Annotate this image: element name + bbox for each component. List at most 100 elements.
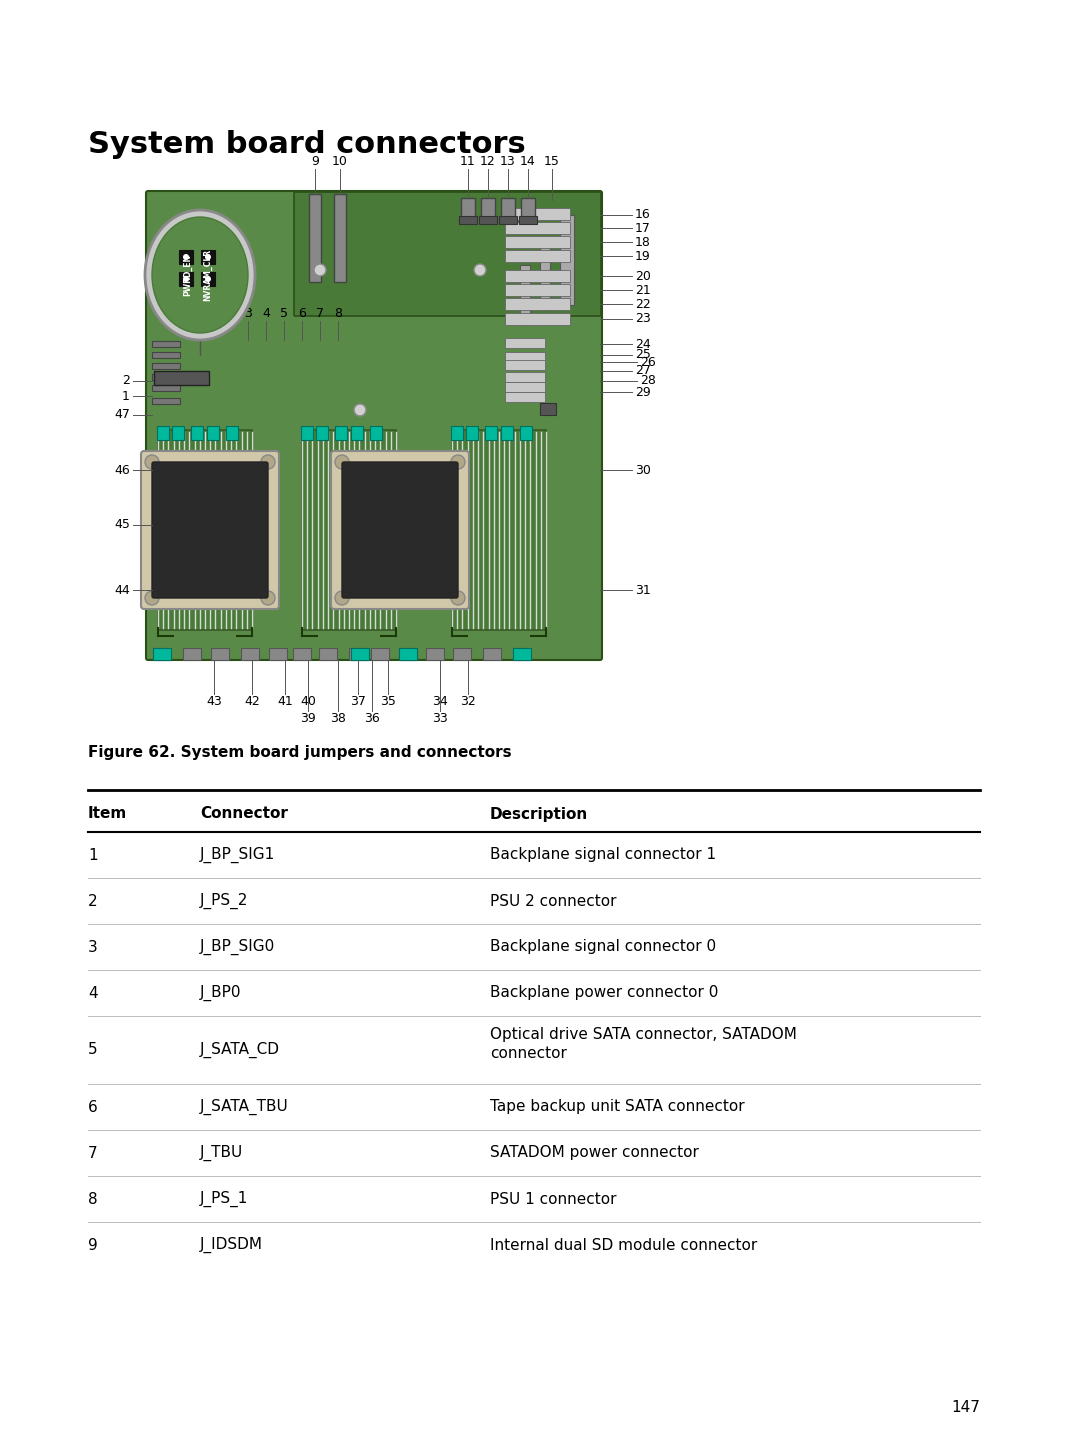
Text: Item: Item [87, 806, 127, 822]
Bar [351, 426, 363, 440]
Text: Internal dual SD module connector: Internal dual SD module connector [490, 1238, 757, 1252]
Bar [201, 250, 215, 264]
FancyBboxPatch shape [294, 192, 600, 315]
Circle shape [205, 275, 211, 282]
Bar [269, 648, 287, 660]
Bar [152, 351, 180, 358]
FancyBboxPatch shape [152, 462, 268, 598]
Text: Description: Description [490, 806, 589, 822]
Circle shape [183, 254, 189, 260]
Bar [172, 426, 184, 440]
Bar [505, 237, 570, 248]
Text: 6: 6 [87, 1100, 98, 1114]
Text: 4: 4 [87, 985, 97, 1001]
Text: 27: 27 [635, 364, 651, 377]
Text: 26: 26 [640, 356, 656, 369]
Bar [453, 430, 546, 630]
Bar [226, 426, 238, 440]
Text: 8: 8 [87, 1192, 97, 1206]
Text: 2: 2 [122, 374, 130, 387]
Text: Optical drive SATA connector, SATADOM: Optical drive SATA connector, SATADOM [490, 1027, 797, 1041]
Text: J_SATA_TBU: J_SATA_TBU [200, 1098, 288, 1116]
Text: 38: 38 [330, 713, 346, 726]
Text: 3: 3 [87, 939, 98, 955]
Bar [501, 426, 513, 440]
Text: 45: 45 [114, 519, 130, 532]
Bar [301, 426, 313, 440]
Bar [505, 381, 545, 391]
Bar [499, 217, 517, 224]
Text: 13: 13 [500, 155, 516, 168]
Text: 5: 5 [280, 307, 288, 320]
Text: 4: 4 [262, 307, 270, 320]
Text: 28: 28 [640, 374, 656, 387]
Text: System board connectors: System board connectors [87, 130, 526, 159]
Bar [179, 272, 193, 285]
Circle shape [183, 275, 189, 282]
Bar [153, 648, 171, 660]
Bar [152, 399, 180, 404]
Text: 147: 147 [951, 1400, 980, 1415]
Text: J_IDSDM: J_IDSDM [200, 1238, 264, 1253]
Bar [513, 648, 531, 660]
Bar [505, 270, 570, 282]
Text: 17: 17 [635, 221, 651, 235]
Bar [453, 648, 471, 660]
Bar [505, 351, 545, 361]
Bar [207, 426, 219, 440]
Bar [505, 338, 545, 348]
Bar [505, 391, 545, 402]
Text: Connector: Connector [200, 806, 288, 822]
Bar [334, 194, 346, 282]
Bar [211, 648, 229, 660]
Circle shape [451, 455, 465, 469]
Text: 24: 24 [635, 337, 651, 350]
Bar [157, 426, 168, 440]
Bar [483, 648, 501, 660]
Text: 30: 30 [635, 463, 651, 476]
Text: J_SATA_CD: J_SATA_CD [200, 1043, 280, 1058]
Bar [201, 272, 215, 285]
Bar [370, 426, 382, 440]
Text: 10: 10 [332, 155, 348, 168]
Text: 18: 18 [635, 235, 651, 248]
Bar [519, 426, 532, 440]
Text: 6: 6 [298, 307, 306, 320]
Text: 1: 1 [87, 847, 97, 862]
Bar [519, 265, 530, 326]
Circle shape [261, 591, 275, 605]
Text: 1: 1 [122, 390, 130, 403]
Bar [501, 198, 515, 219]
Text: 37: 37 [350, 695, 366, 708]
Text: NVRAM_CLR: NVRAM_CLR [203, 250, 213, 301]
Bar [505, 208, 570, 219]
Bar [152, 384, 180, 391]
Bar [152, 341, 180, 347]
Bar [152, 363, 180, 369]
Text: 15: 15 [544, 155, 559, 168]
Text: 23: 23 [635, 313, 651, 326]
Circle shape [354, 404, 366, 416]
Bar [399, 648, 417, 660]
Circle shape [314, 264, 326, 275]
Bar [372, 648, 389, 660]
Text: 36: 36 [364, 713, 380, 726]
Bar [561, 215, 573, 305]
Text: 12: 12 [481, 155, 496, 168]
Text: 8: 8 [334, 307, 342, 320]
Circle shape [335, 591, 349, 605]
Text: 3: 3 [244, 307, 252, 320]
Bar [540, 403, 556, 414]
Text: 2: 2 [87, 893, 97, 909]
Bar [513, 648, 531, 660]
Bar [152, 374, 180, 380]
Circle shape [474, 264, 486, 275]
Bar [465, 426, 478, 440]
Text: 29: 29 [635, 386, 651, 399]
Text: 41: 41 [278, 695, 293, 708]
Text: 32: 32 [460, 695, 476, 708]
Bar [309, 194, 321, 282]
Bar [293, 648, 311, 660]
Text: 11: 11 [460, 155, 476, 168]
Ellipse shape [145, 209, 255, 340]
